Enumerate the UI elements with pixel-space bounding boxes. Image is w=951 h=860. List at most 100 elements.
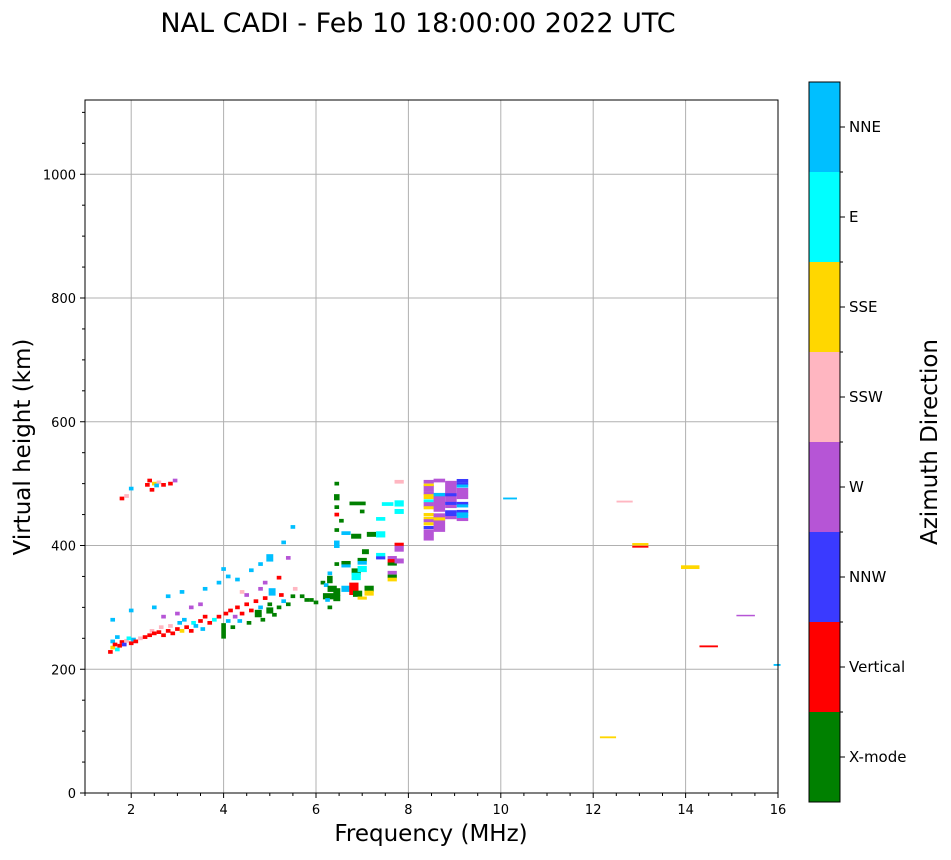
colorbar-tick-label: NNE [849, 118, 881, 136]
echo-point-ssw [158, 625, 164, 630]
echo-point-x-mode [272, 612, 277, 617]
echo-point-vertical [349, 582, 359, 595]
echo-point-ssw [239, 590, 245, 594]
echo-point-vertical [198, 619, 203, 623]
echo-point-w [262, 580, 268, 585]
colorbar-swatch-sse [809, 262, 840, 352]
echo-point-w [423, 484, 434, 492]
colorbar-frame [808, 81, 841, 803]
echo-point-nne [334, 540, 340, 548]
echo-point-nne [128, 486, 134, 491]
echo-point-x-mode [334, 562, 340, 566]
echo-point-w [175, 611, 180, 616]
echo-point-vertical [119, 496, 125, 501]
echo-point-e [126, 636, 132, 641]
echo-point-sse [680, 565, 700, 570]
echo-point-nne [290, 525, 296, 529]
echo-point-nne [177, 620, 183, 625]
axes: 2 4 6 8 10 12 14 16 0 200 400 600 800 1000 [43, 111, 786, 818]
colorbar-tick-label: E [849, 208, 858, 226]
echo-point-vertical [119, 640, 125, 644]
echo-point-vertical [112, 642, 118, 647]
echo-point-sse [423, 513, 434, 517]
echo-point-x-mode [352, 590, 363, 597]
echo-point-ssw [394, 479, 404, 484]
echo-point-vertical [145, 483, 150, 487]
echo-point-nne [357, 560, 367, 565]
echo-point-vertical [253, 599, 259, 604]
data-points [108, 478, 781, 739]
echo-point-nne [433, 492, 446, 497]
echo-point-nne [341, 531, 351, 535]
echo-point-x-mode [285, 602, 291, 607]
echo-point-x-mode [387, 562, 397, 566]
echo-point-vertical [394, 542, 404, 546]
echo-point-x-mode [364, 585, 374, 592]
echo-point-w [445, 504, 457, 509]
echo-point-ssw [156, 480, 162, 485]
echo-point-w [161, 614, 166, 619]
echo-point-nnw [445, 493, 457, 497]
y-tick-label: 400 [51, 540, 76, 555]
echo-point-vertical [235, 605, 240, 610]
echo-point-nne [341, 585, 351, 592]
echo-point-vertical [228, 608, 233, 613]
echo-point-x-mode [266, 607, 274, 614]
echo-point-e [394, 500, 404, 507]
echo-point-x-mode [357, 557, 367, 562]
echo-point-x-mode [327, 585, 337, 592]
echo-point-x-mode [359, 509, 365, 514]
echo-point-nnw [376, 556, 386, 560]
echo-point-sse [364, 590, 374, 596]
x-tick-label: 14 [677, 803, 694, 818]
x-tick-label: 10 [493, 803, 510, 818]
echo-point-ssw [138, 636, 143, 641]
echo-point-vertical [244, 602, 250, 607]
echo-point-w [423, 519, 434, 523]
echo-point-sse [110, 645, 116, 650]
echo-point-sse [423, 506, 434, 510]
echo-point-sse [423, 522, 434, 526]
echo-point-nnw [456, 478, 469, 483]
colorbar-swatch-nne [809, 82, 840, 172]
colorbar-label: Azimuth Direction [917, 339, 943, 545]
echo-point-x-mode [221, 623, 226, 639]
echo-point-nne [456, 512, 469, 516]
echo-point-vertical [133, 639, 139, 644]
colorbar-swatch-x-mode [809, 712, 840, 802]
echo-point-vertical [147, 633, 152, 638]
echo-point-x-mode [366, 531, 377, 537]
echo-point-w [232, 614, 238, 619]
echo-point-nne [200, 627, 206, 631]
echo-point-vertical [279, 593, 284, 597]
echo-point-nne [110, 639, 116, 644]
echo-point-nne [503, 497, 517, 500]
y-tick-label: 800 [51, 292, 76, 307]
echo-point-e [351, 572, 361, 581]
echo-point-nne [268, 588, 276, 596]
echo-point-vertical [699, 645, 718, 648]
plot-frame [84, 99, 779, 794]
echo-point-nne [151, 605, 157, 610]
colorbar-tick-label: SSW [849, 388, 883, 406]
echo-point-nne [237, 619, 243, 623]
echo-point-vertical [276, 575, 282, 580]
colorbar-tick-label: NNW [849, 568, 886, 586]
echo-point-nne [258, 605, 263, 610]
echo-point-w [423, 479, 434, 484]
echo-point-vertical [216, 614, 222, 619]
echo-point-ssw [292, 586, 298, 591]
echo-point-x-mode [246, 620, 252, 625]
y-tick-label: 0 [68, 787, 76, 802]
echo-point-nne [225, 574, 231, 579]
echo-point-ssw [616, 500, 633, 503]
colorbar-tick-label: W [849, 478, 864, 496]
chart-title: NAL CADI - Feb 10 18:00:00 2022 UTC [160, 8, 675, 39]
echo-point-nne [327, 571, 333, 576]
echo-point-x-mode [334, 481, 340, 486]
echo-point-vertical [156, 630, 162, 634]
echo-point-w [387, 556, 397, 560]
echo-point-x-mode [339, 518, 344, 523]
colorbar: X-mode Vertical NNW W SSW SSE E NNE [808, 81, 906, 803]
y-tick-label: 1000 [43, 168, 76, 183]
